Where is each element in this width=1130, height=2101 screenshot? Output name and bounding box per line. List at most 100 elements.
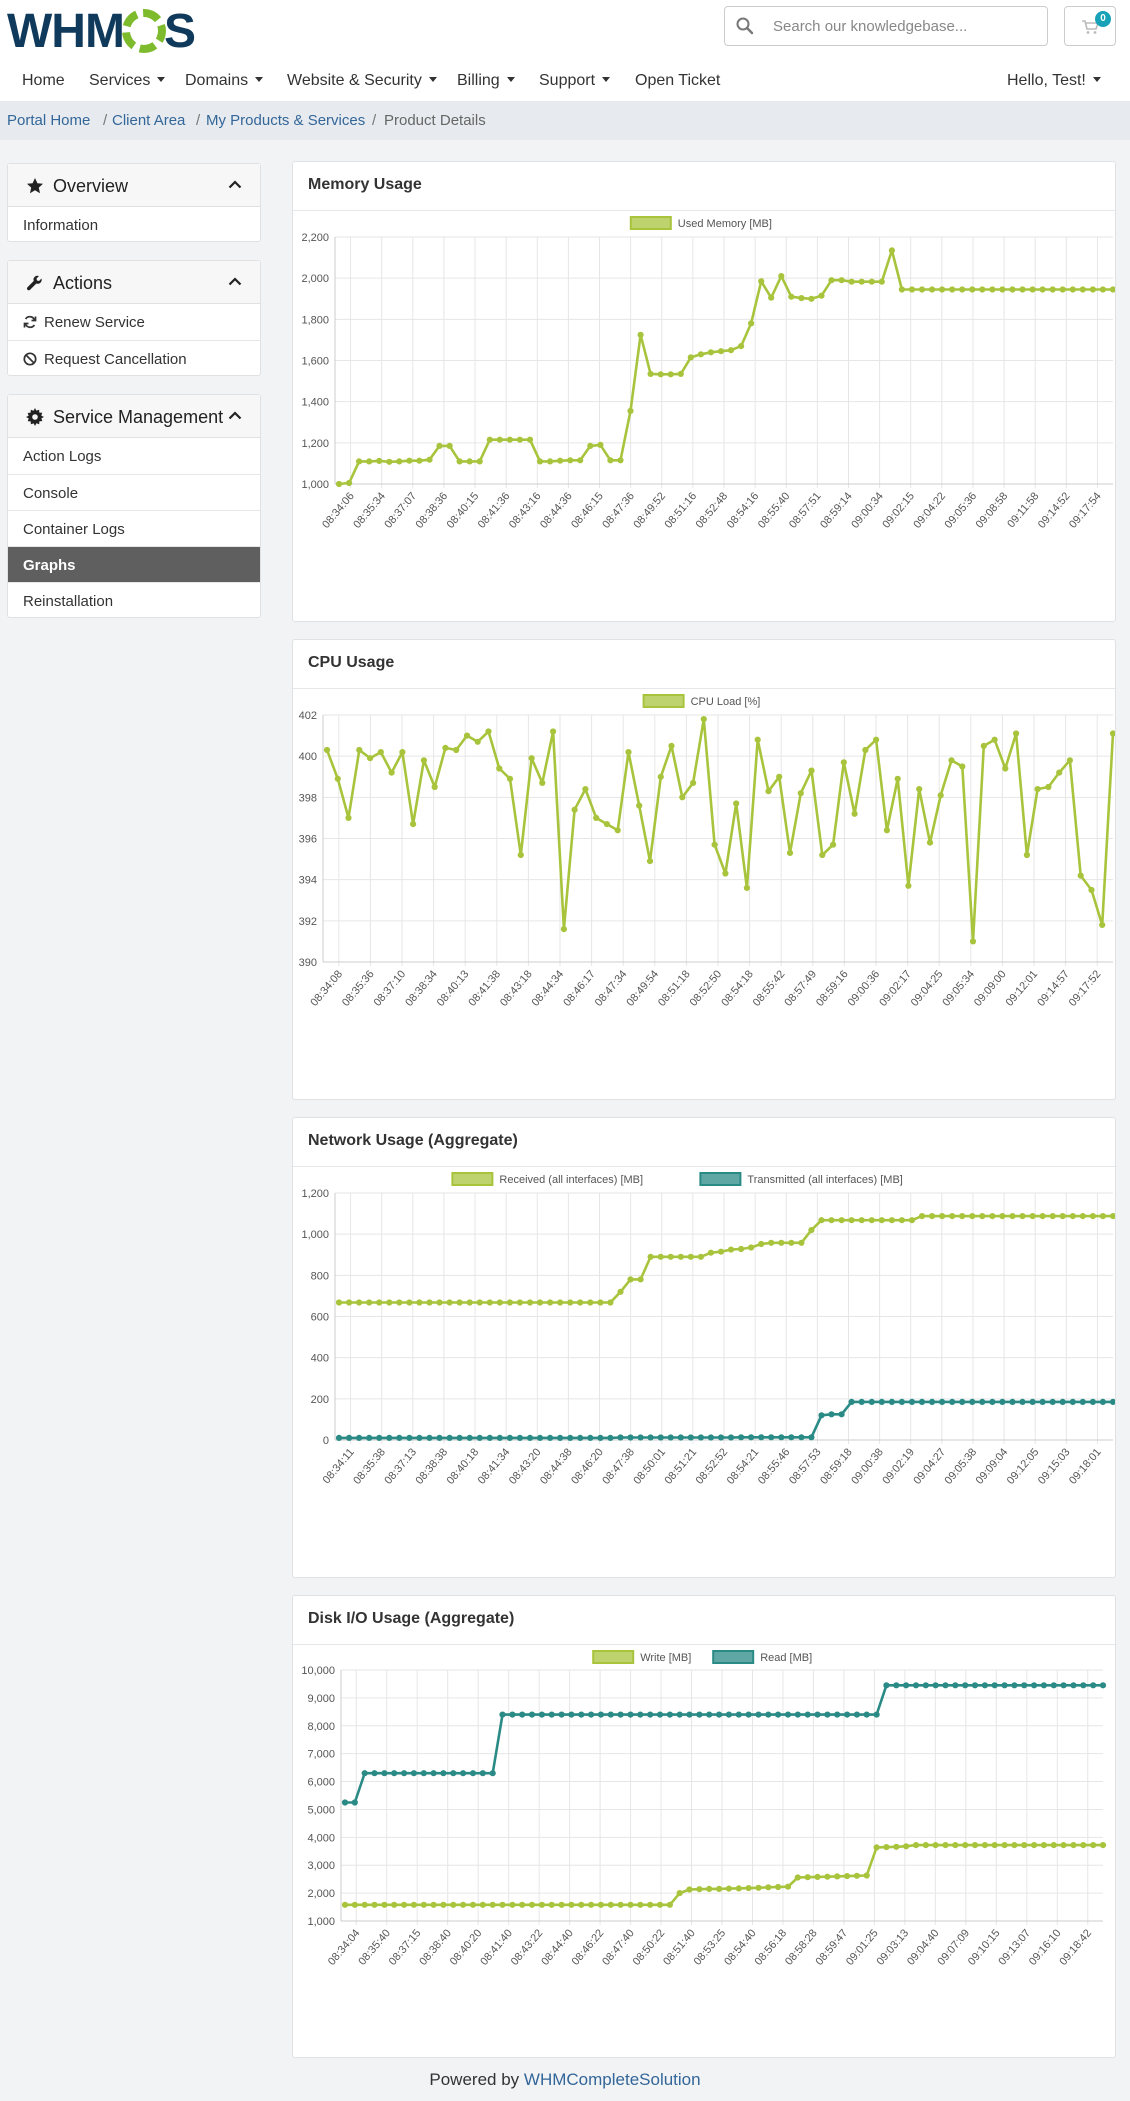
memory-data-point[interactable]	[577, 457, 584, 464]
memory-data-point[interactable]	[536, 458, 544, 465]
cpu-data-point[interactable]	[700, 716, 707, 723]
disk-io-data-point[interactable]	[479, 1901, 486, 1908]
disk-io-data-point[interactable]	[834, 1711, 841, 1718]
disk-io-data-point[interactable]	[1001, 1842, 1008, 1849]
memory-data-point[interactable]	[878, 278, 885, 285]
memory-data-point[interactable]	[506, 436, 513, 443]
memory-data-point[interactable]	[597, 441, 604, 448]
network-data-point[interactable]	[707, 1249, 714, 1256]
memory-data-point[interactable]	[1009, 286, 1016, 293]
network-data-point[interactable]	[667, 1434, 674, 1441]
network-data-point[interactable]	[1099, 1213, 1106, 1220]
network-data-point[interactable]	[1079, 1398, 1086, 1405]
disk-io-data-point[interactable]	[922, 1842, 929, 1849]
network-data-point[interactable]	[697, 1253, 704, 1260]
cpu-data-point[interactable]	[614, 827, 621, 834]
disk-io-data-point[interactable]	[371, 1770, 378, 1777]
network-data-point[interactable]	[366, 1299, 373, 1306]
cpu-data-point[interactable]	[776, 773, 783, 780]
memory-data-point[interactable]	[557, 457, 564, 464]
network-data-point[interactable]	[727, 1434, 735, 1441]
cpu-data-point[interactable]	[905, 882, 912, 889]
cpu-data-point[interactable]	[560, 926, 567, 933]
network-data-point[interactable]	[416, 1299, 423, 1306]
memory-data-point[interactable]	[376, 457, 383, 464]
memory-data-point[interactable]	[778, 273, 785, 280]
nav-user-menu[interactable]: Hello, Test!	[1007, 72, 1101, 90]
cpu-data-point[interactable]	[571, 806, 578, 813]
cpu-data-point[interactable]	[1045, 783, 1052, 791]
disk-io-data-point[interactable]	[853, 1872, 861, 1879]
cpu-data-point[interactable]	[668, 742, 675, 749]
disk-io-data-point[interactable]	[784, 1883, 792, 1890]
disk-io-data-point[interactable]	[538, 1901, 545, 1908]
disk-io-data-point[interactable]	[1070, 1682, 1077, 1689]
memory-data-point[interactable]	[788, 293, 795, 300]
nav-services[interactable]: Services	[89, 72, 166, 90]
network-data-point[interactable]	[557, 1299, 564, 1306]
disk-io-data-point[interactable]	[686, 1711, 693, 1718]
network-data-point[interactable]	[687, 1253, 694, 1260]
network-data-point[interactable]	[526, 1434, 534, 1441]
network-data-point[interactable]	[406, 1299, 413, 1306]
cpu-data-point[interactable]	[517, 851, 524, 859]
nav-domains[interactable]: Domains	[185, 72, 264, 90]
network-data-point[interactable]	[356, 1299, 363, 1306]
network-data-point[interactable]	[627, 1434, 634, 1441]
network-data-point[interactable]	[657, 1253, 664, 1260]
disk-io-data-point[interactable]	[538, 1711, 545, 1718]
memory-data-point[interactable]	[979, 286, 986, 293]
cpu-data-point[interactable]	[603, 821, 610, 828]
disk-io-data-point[interactable]	[1080, 1682, 1087, 1689]
cpu-data-point[interactable]	[926, 839, 934, 846]
disk-io-data-point[interactable]	[745, 1885, 752, 1892]
network-data-point[interactable]	[918, 1213, 926, 1220]
disk-io-data-point[interactable]	[381, 1770, 388, 1777]
cpu-data-point[interactable]	[399, 749, 406, 756]
network-data-point[interactable]	[536, 1434, 544, 1441]
disk-io-data-point[interactable]	[873, 1711, 880, 1718]
disk-io-data-point[interactable]	[450, 1901, 457, 1908]
network-data-point[interactable]	[567, 1434, 574, 1441]
cpu-data-point[interactable]	[420, 757, 427, 764]
network-data-point[interactable]	[1029, 1213, 1036, 1220]
network-data-point[interactable]	[1009, 1398, 1016, 1405]
network-data-point[interactable]	[778, 1239, 785, 1246]
memory-data-point[interactable]	[738, 343, 745, 350]
memory-data-point[interactable]	[838, 277, 845, 284]
memory-data-point[interactable]	[1059, 286, 1066, 293]
disk-io-data-point[interactable]	[883, 1844, 890, 1851]
disk-io-data-point[interactable]	[716, 1885, 723, 1892]
network-data-point[interactable]	[1069, 1398, 1076, 1405]
disk-io-data-point[interactable]	[420, 1901, 427, 1908]
disk-io-data-point[interactable]	[647, 1711, 654, 1718]
disk-io-data-point[interactable]	[401, 1770, 408, 1777]
network-data-point[interactable]	[999, 1213, 1006, 1220]
memory-data-point[interactable]	[808, 295, 815, 302]
network-data-point[interactable]	[908, 1398, 916, 1405]
network-data-point[interactable]	[577, 1434, 584, 1441]
cpu-data-point[interactable]	[410, 821, 417, 828]
network-data-point[interactable]	[486, 1299, 493, 1306]
memory-data-point[interactable]	[657, 371, 664, 378]
network-data-point[interactable]	[1029, 1398, 1036, 1405]
memory-data-point[interactable]	[587, 442, 594, 449]
cpu-data-point[interactable]	[1013, 730, 1020, 737]
disk-io-data-point[interactable]	[794, 1874, 801, 1881]
memory-data-point[interactable]	[526, 436, 534, 443]
disk-io-data-point[interactable]	[775, 1711, 782, 1718]
cpu-data-point[interactable]	[1056, 769, 1063, 776]
cpu-data-point[interactable]	[474, 738, 481, 745]
disk-io-data-point[interactable]	[1031, 1682, 1038, 1689]
disk-io-data-point[interactable]	[676, 1711, 683, 1718]
disk-io-data-point[interactable]	[499, 1711, 506, 1718]
disk-io-data-point[interactable]	[932, 1842, 939, 1849]
disk-io-data-point[interactable]	[981, 1842, 989, 1849]
disk-io-data-point[interactable]	[686, 1886, 693, 1893]
footer-link[interactable]: WHMCompleteSolution	[523, 2070, 701, 2089]
cpu-legend-item-0[interactable]: CPU Load [%]	[642, 694, 761, 708]
network-data-point[interactable]	[888, 1217, 896, 1224]
memory-data-point[interactable]	[999, 286, 1006, 293]
disk-io-legend-item-1[interactable]: Read [MB]	[712, 1650, 812, 1664]
network-legend-item-1[interactable]: Transmitted (all interfaces) [MB]	[699, 1172, 903, 1186]
